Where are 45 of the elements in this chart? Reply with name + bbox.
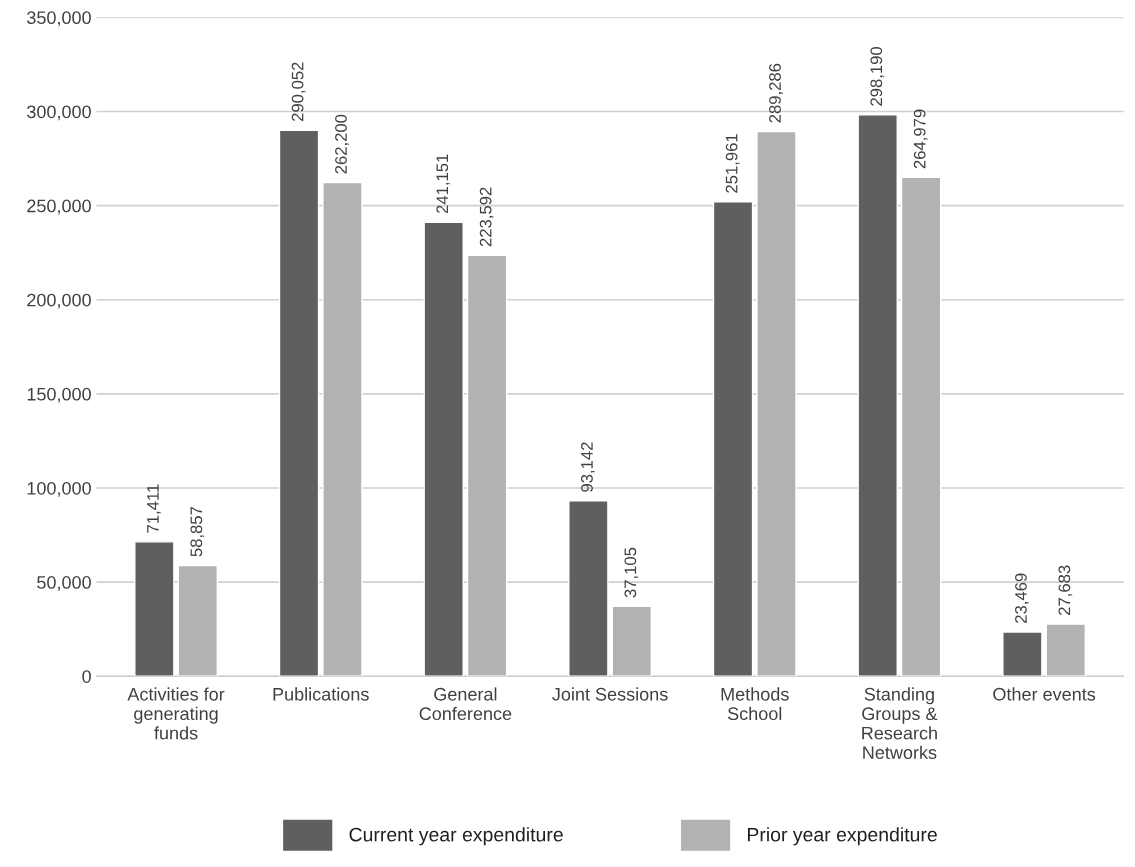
data-label: 264,979 [913,109,928,169]
x-tick-label: Joint Sessions [552,687,668,701]
data-label: 289,286 [769,63,783,123]
bar [278,129,320,677]
x-tick-label: Activities for generating funds [127,687,225,740]
x-tick-label: Publications [273,687,369,701]
bar [611,605,652,677]
bar [857,114,898,677]
y-tick-label: 250,000 [27,199,91,215]
bar [712,201,754,677]
data-label: 298,190 [870,46,885,106]
bar [177,564,218,677]
y-tick-label: 100,000 [27,481,91,497]
y-tick-label: 50,000 [37,576,91,591]
legend-label: Current year expenditure [349,827,563,846]
data-label: 27,683 [1058,565,1073,615]
data-label: 58,857 [190,506,205,557]
bar [900,176,942,677]
data-label: 93,142 [581,442,595,492]
data-label: 23,469 [1015,573,1029,623]
data-label: 223,592 [479,187,494,247]
y-tick-label: 300,000 [27,105,91,121]
bar [322,181,363,677]
bar [423,221,464,677]
data-label: 241,151 [436,154,451,214]
bar [1045,623,1087,677]
x-tick-label: Methods School [721,687,789,721]
y-tick-label: 150,000 [27,387,91,403]
data-label: 71,411 [147,484,161,533]
bar [568,500,609,677]
data-label: 262,200 [335,114,349,174]
x-tick-label: General Conference [419,687,512,721]
y-tick-label: 0 [82,670,91,683]
data-label: 290,052 [291,62,306,122]
bar [1002,631,1043,677]
data-label: 37,105 [624,547,639,598]
y-tick-label: 350,000 [27,11,91,27]
legend-label: Prior year expenditure [747,827,937,846]
x-tick-label: Other events [993,687,1096,701]
x-tick-label: Standing Groups & Research Networks [862,687,938,759]
bar [466,254,508,677]
bar [134,541,175,677]
y-tick-label: 200,000 [27,293,91,309]
data-label: 251,961 [725,134,740,193]
bar [756,130,797,677]
